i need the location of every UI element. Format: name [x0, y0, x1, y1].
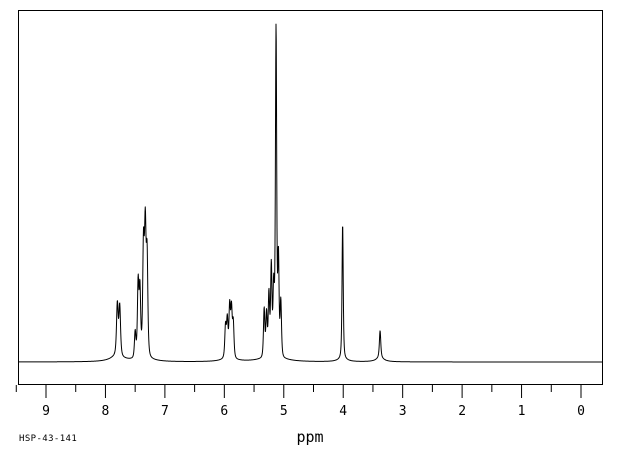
- x-axis-title: ppm: [296, 428, 323, 446]
- x-axis-tick-label: 3: [399, 404, 407, 419]
- x-axis-tick-label: 2: [458, 404, 466, 419]
- x-axis-tick-label: 9: [42, 404, 50, 419]
- x-axis-tick-label: 1: [518, 404, 526, 419]
- sample-id-label: HSP-43-141: [19, 434, 77, 444]
- x-axis-tick-label: 6: [220, 404, 228, 419]
- x-axis-tick-label: 4: [339, 404, 347, 419]
- x-axis-ticks: [15, 385, 582, 398]
- x-axis-tick-label: 7: [161, 404, 169, 419]
- x-axis-tick-label: 8: [102, 404, 110, 419]
- plot-frame: [18, 10, 603, 385]
- x-axis-tick-label: 0: [577, 404, 585, 419]
- spectrum-trace: [18, 23, 603, 363]
- x-axis-tick-label: 5: [280, 404, 288, 419]
- x-axis-tick-labels: 9 8 7 6 5 4 3 2 1 0: [42, 404, 585, 419]
